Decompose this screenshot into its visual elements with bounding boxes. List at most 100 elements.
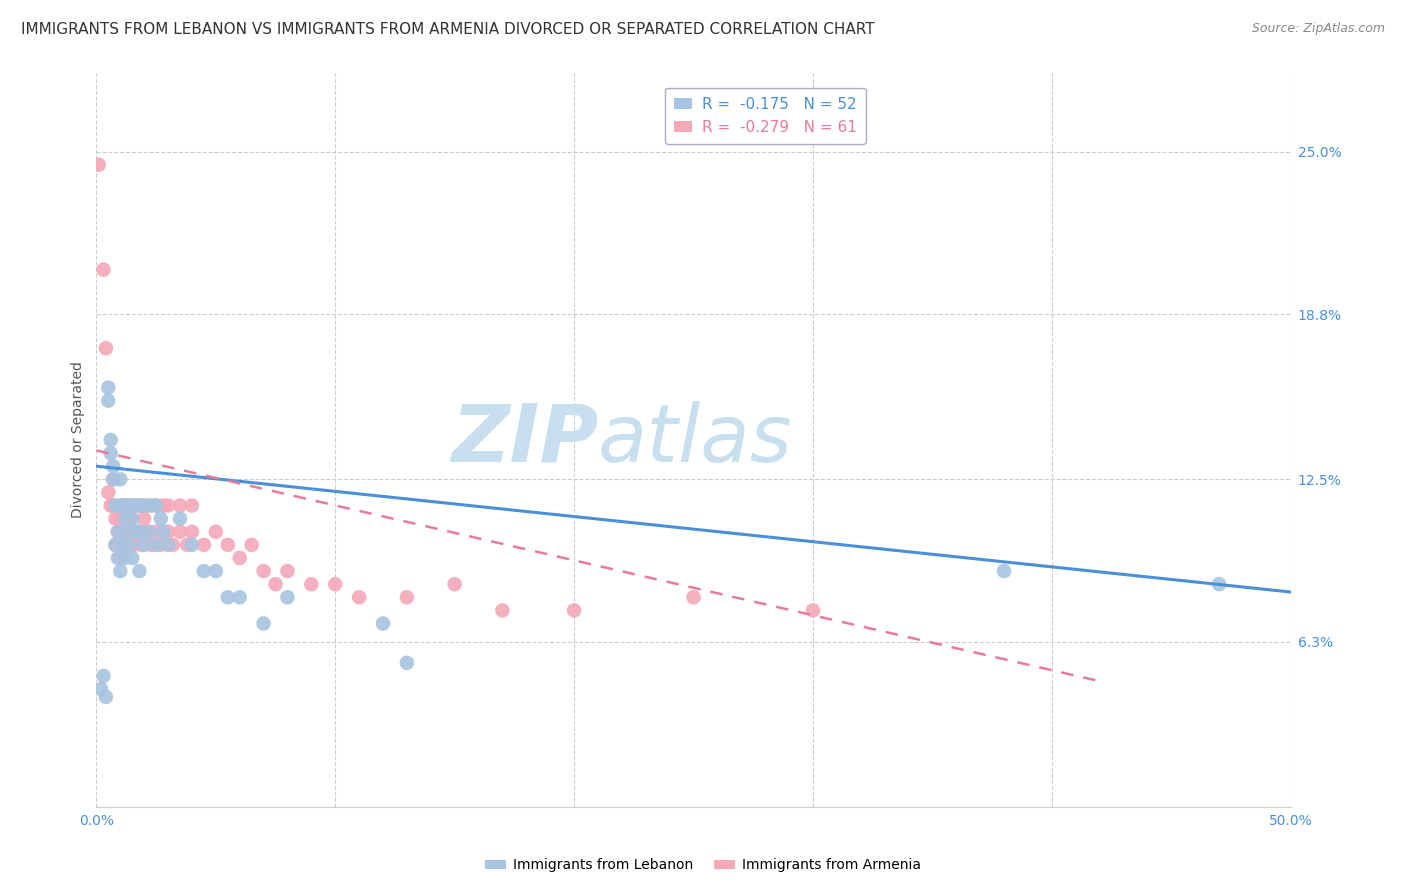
Point [145,538,167,552]
Point [93,262,115,277]
Point [114,499,136,513]
Point [121,524,143,539]
Point [152,499,174,513]
Point [128,564,150,578]
Point [141,499,163,513]
Point [104,538,127,552]
Point [993,564,1015,578]
Point [134,499,156,513]
Point [134,538,156,552]
Point [128,499,150,513]
Point [110,499,132,513]
Point [156,538,179,552]
Point [94,341,117,355]
Point [323,577,346,591]
Point [111,499,134,513]
Point [100,433,122,447]
Point [169,524,191,539]
Text: IMMIGRANTS FROM LEBANON VS IMMIGRANTS FROM ARMENIA DIVORCED OR SEPARATED CORRELA: IMMIGRANTS FROM LEBANON VS IMMIGRANTS FR… [21,22,875,37]
Legend: R =  -0.175   N = 52, R =  -0.279   N = 61: R = -0.175 N = 52, R = -0.279 N = 61 [665,88,866,144]
Text: atlas: atlas [598,401,793,479]
Point [118,538,141,552]
Point [299,577,322,591]
Point [149,511,172,525]
Point [114,524,136,539]
Point [93,669,115,683]
Point [204,564,226,578]
Point [117,538,139,552]
Point [217,591,239,605]
Text: ZIP: ZIP [450,401,598,479]
Point [110,551,132,566]
Point [104,511,127,525]
Point [107,538,129,552]
Point [176,538,198,552]
Point [193,564,215,578]
Point [180,499,202,513]
Point [193,538,215,552]
Point [114,511,136,525]
Point [562,603,585,617]
Point [101,459,124,474]
Point [118,499,141,513]
Point [107,551,129,566]
Point [443,577,465,591]
Point [121,511,143,525]
Point [117,499,139,513]
Point [117,524,139,539]
Point [101,499,124,513]
Point [240,538,263,552]
Point [124,538,146,552]
Point [128,524,150,539]
Point [152,524,174,539]
Point [97,393,120,408]
Point [97,380,120,394]
Point [162,538,184,552]
Point [138,524,160,539]
Point [104,538,127,552]
Y-axis label: Divorced or Separated: Divorced or Separated [72,361,86,518]
Point [114,551,136,566]
Point [169,499,191,513]
Point [156,524,179,539]
Point [100,446,122,460]
Point [125,499,148,513]
Point [682,591,704,605]
Point [228,591,250,605]
Text: Source: ZipAtlas.com: Source: ZipAtlas.com [1251,22,1385,36]
Point [121,499,143,513]
Point [156,499,179,513]
Point [395,656,418,670]
Point [347,591,370,605]
Point [131,538,153,552]
Point [87,158,110,172]
Point [180,538,202,552]
Point [100,499,122,513]
Point [145,499,167,513]
Point [169,511,191,525]
Point [145,499,167,513]
Point [801,603,824,617]
Point [128,524,150,539]
Point [395,591,418,605]
Point [491,603,513,617]
Point [124,499,146,513]
Point [264,577,287,591]
Point [252,564,274,578]
Point [135,524,157,539]
Point [107,524,129,539]
Point [141,538,163,552]
Point [131,499,153,513]
Point [121,551,143,566]
Point [138,499,160,513]
Point [111,499,134,513]
Point [97,485,120,500]
Point [94,690,117,704]
Point [252,616,274,631]
Point [101,472,124,486]
Legend: Immigrants from Lebanon, Immigrants from Armenia: Immigrants from Lebanon, Immigrants from… [479,853,927,878]
Point [371,616,394,631]
Point [134,499,156,513]
Point [118,511,141,525]
Point [228,551,250,566]
